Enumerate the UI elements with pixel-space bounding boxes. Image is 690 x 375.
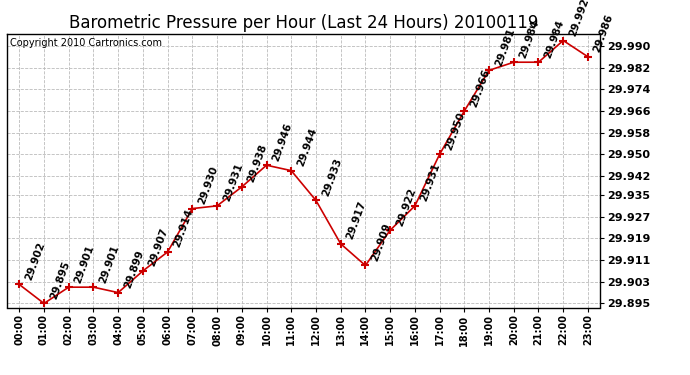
Text: 29.946: 29.946 — [270, 121, 294, 162]
Title: Barometric Pressure per Hour (Last 24 Hours) 20100119: Barometric Pressure per Hour (Last 24 Ho… — [69, 14, 538, 32]
Text: 29.950: 29.950 — [444, 111, 467, 152]
Text: 29.966: 29.966 — [469, 67, 491, 108]
Text: 29.895: 29.895 — [48, 260, 71, 301]
Text: 29.901: 29.901 — [97, 243, 121, 284]
Text: 29.931: 29.931 — [419, 162, 442, 203]
Text: 29.986: 29.986 — [592, 13, 615, 54]
Text: 29.922: 29.922 — [394, 186, 417, 228]
Text: 29.914: 29.914 — [172, 208, 195, 249]
Text: 29.944: 29.944 — [295, 127, 319, 168]
Text: 29.984: 29.984 — [518, 18, 541, 59]
Text: 29.930: 29.930 — [197, 165, 219, 206]
Text: 29.899: 29.899 — [122, 249, 146, 290]
Text: 29.907: 29.907 — [147, 227, 170, 268]
Text: Copyright 2010 Cartronics.com: Copyright 2010 Cartronics.com — [10, 38, 162, 48]
Text: 29.909: 29.909 — [370, 222, 393, 263]
Text: 29.917: 29.917 — [345, 200, 368, 241]
Text: 29.984: 29.984 — [542, 18, 566, 59]
Text: 29.981: 29.981 — [493, 27, 516, 68]
Text: 29.992: 29.992 — [567, 0, 591, 38]
Text: 29.933: 29.933 — [320, 157, 343, 198]
Text: 29.902: 29.902 — [23, 241, 46, 282]
Text: 29.938: 29.938 — [246, 143, 269, 184]
Text: 29.931: 29.931 — [221, 162, 244, 203]
Text: 29.901: 29.901 — [73, 243, 96, 284]
